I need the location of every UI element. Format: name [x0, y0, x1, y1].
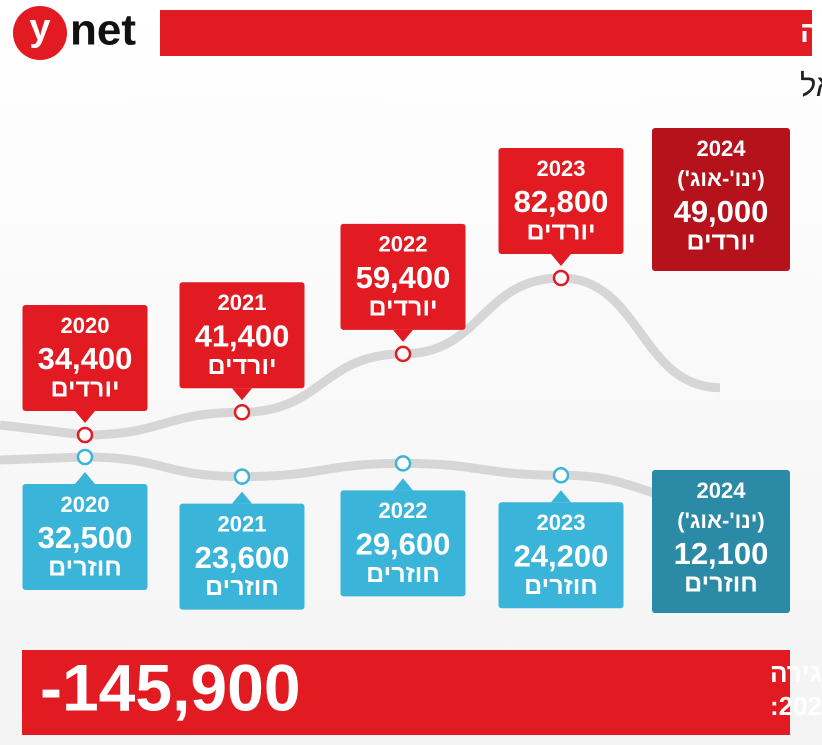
- value-label: 29,600: [356, 527, 451, 562]
- summary-banner: [22, 650, 790, 735]
- value-box: [22, 484, 148, 590]
- box-pointer: [393, 329, 413, 342]
- value-box: [498, 148, 624, 254]
- unit-label: חוזרים: [366, 560, 440, 588]
- point: [394, 455, 412, 472]
- value-label: 23,600: [195, 540, 290, 575]
- title-banner: [160, 10, 812, 56]
- value-label: 32,500: [38, 520, 133, 555]
- category-label: 2024: [697, 136, 747, 161]
- point: [76, 448, 94, 466]
- box-pointer: [75, 472, 95, 484]
- value-box: [340, 223, 466, 330]
- logo-circle: [13, 6, 67, 60]
- value-label: 49,000: [674, 194, 769, 229]
- value-box: [652, 128, 790, 271]
- value-box: [179, 282, 305, 389]
- line-lead: [0, 420, 86, 440]
- unit-label: יורדים: [207, 352, 276, 380]
- box-pointer: [232, 491, 252, 504]
- point: [552, 269, 570, 287]
- period-note: (ינו'-אוג'): [677, 508, 764, 533]
- value-box: [340, 490, 466, 597]
- value-label: 34,400: [38, 341, 133, 376]
- line-lead: [0, 452, 86, 465]
- summary-line: בסך הכול, מאזן ההגירה: [770, 658, 822, 688]
- unit-label: חוזרים: [524, 572, 598, 600]
- chart-title: זינוק בירידה: [800, 16, 822, 49]
- box-pointer: [232, 388, 252, 401]
- point: [76, 426, 94, 444]
- category-label: 2024: [697, 478, 747, 503]
- unit-label: יורדים: [50, 375, 119, 403]
- box-pointer: [393, 478, 413, 491]
- series-line: [84, 273, 721, 440]
- category-label: 2022: [379, 498, 428, 523]
- category-label: 2023: [537, 156, 586, 181]
- value-label: 82,800: [514, 184, 609, 219]
- box-pointer: [75, 411, 95, 423]
- category-label: 2021: [218, 511, 267, 536]
- summary-total: -145,900: [40, 650, 301, 724]
- unit-label: יורדים: [368, 294, 437, 322]
- unit-label: יורדים: [686, 228, 755, 256]
- plot: 202034,400יורדים202141,400יורדים202259,4…: [0, 128, 790, 613]
- category-label: 2020: [61, 313, 110, 338]
- value-box: [652, 470, 790, 613]
- summary-line: בין השנים 2020-2024:: [770, 691, 822, 721]
- unit-label: חוזרים: [684, 570, 758, 598]
- unit-label: יורדים: [526, 218, 595, 246]
- point: [394, 345, 412, 363]
- box-pointer: [551, 254, 571, 266]
- logo-mark: y: [29, 7, 50, 49]
- value-label: 24,200: [514, 538, 609, 573]
- value-label: 59,400: [356, 260, 451, 295]
- box-pointer: [551, 490, 571, 503]
- point: [233, 404, 251, 421]
- category-label: 2020: [61, 492, 110, 517]
- category-label: 2023: [537, 510, 586, 535]
- logo-word: net: [70, 6, 136, 55]
- value-box: [179, 503, 305, 610]
- point: [233, 468, 251, 485]
- value-label: 41,400: [195, 318, 290, 353]
- category-label: 2021: [218, 290, 267, 315]
- category-label: 2022: [379, 232, 428, 257]
- point: [552, 467, 570, 484]
- value-label: 12,100: [674, 536, 769, 571]
- period-note: (ינו'-אוג'): [677, 166, 764, 191]
- unit-label: חוזרים: [205, 573, 279, 601]
- chart-subtitle: מאזן ההגירה השלילי בישראל: [800, 68, 822, 103]
- value-box: [498, 502, 624, 609]
- unit-label: חוזרים: [48, 554, 122, 582]
- value-box: [22, 305, 148, 411]
